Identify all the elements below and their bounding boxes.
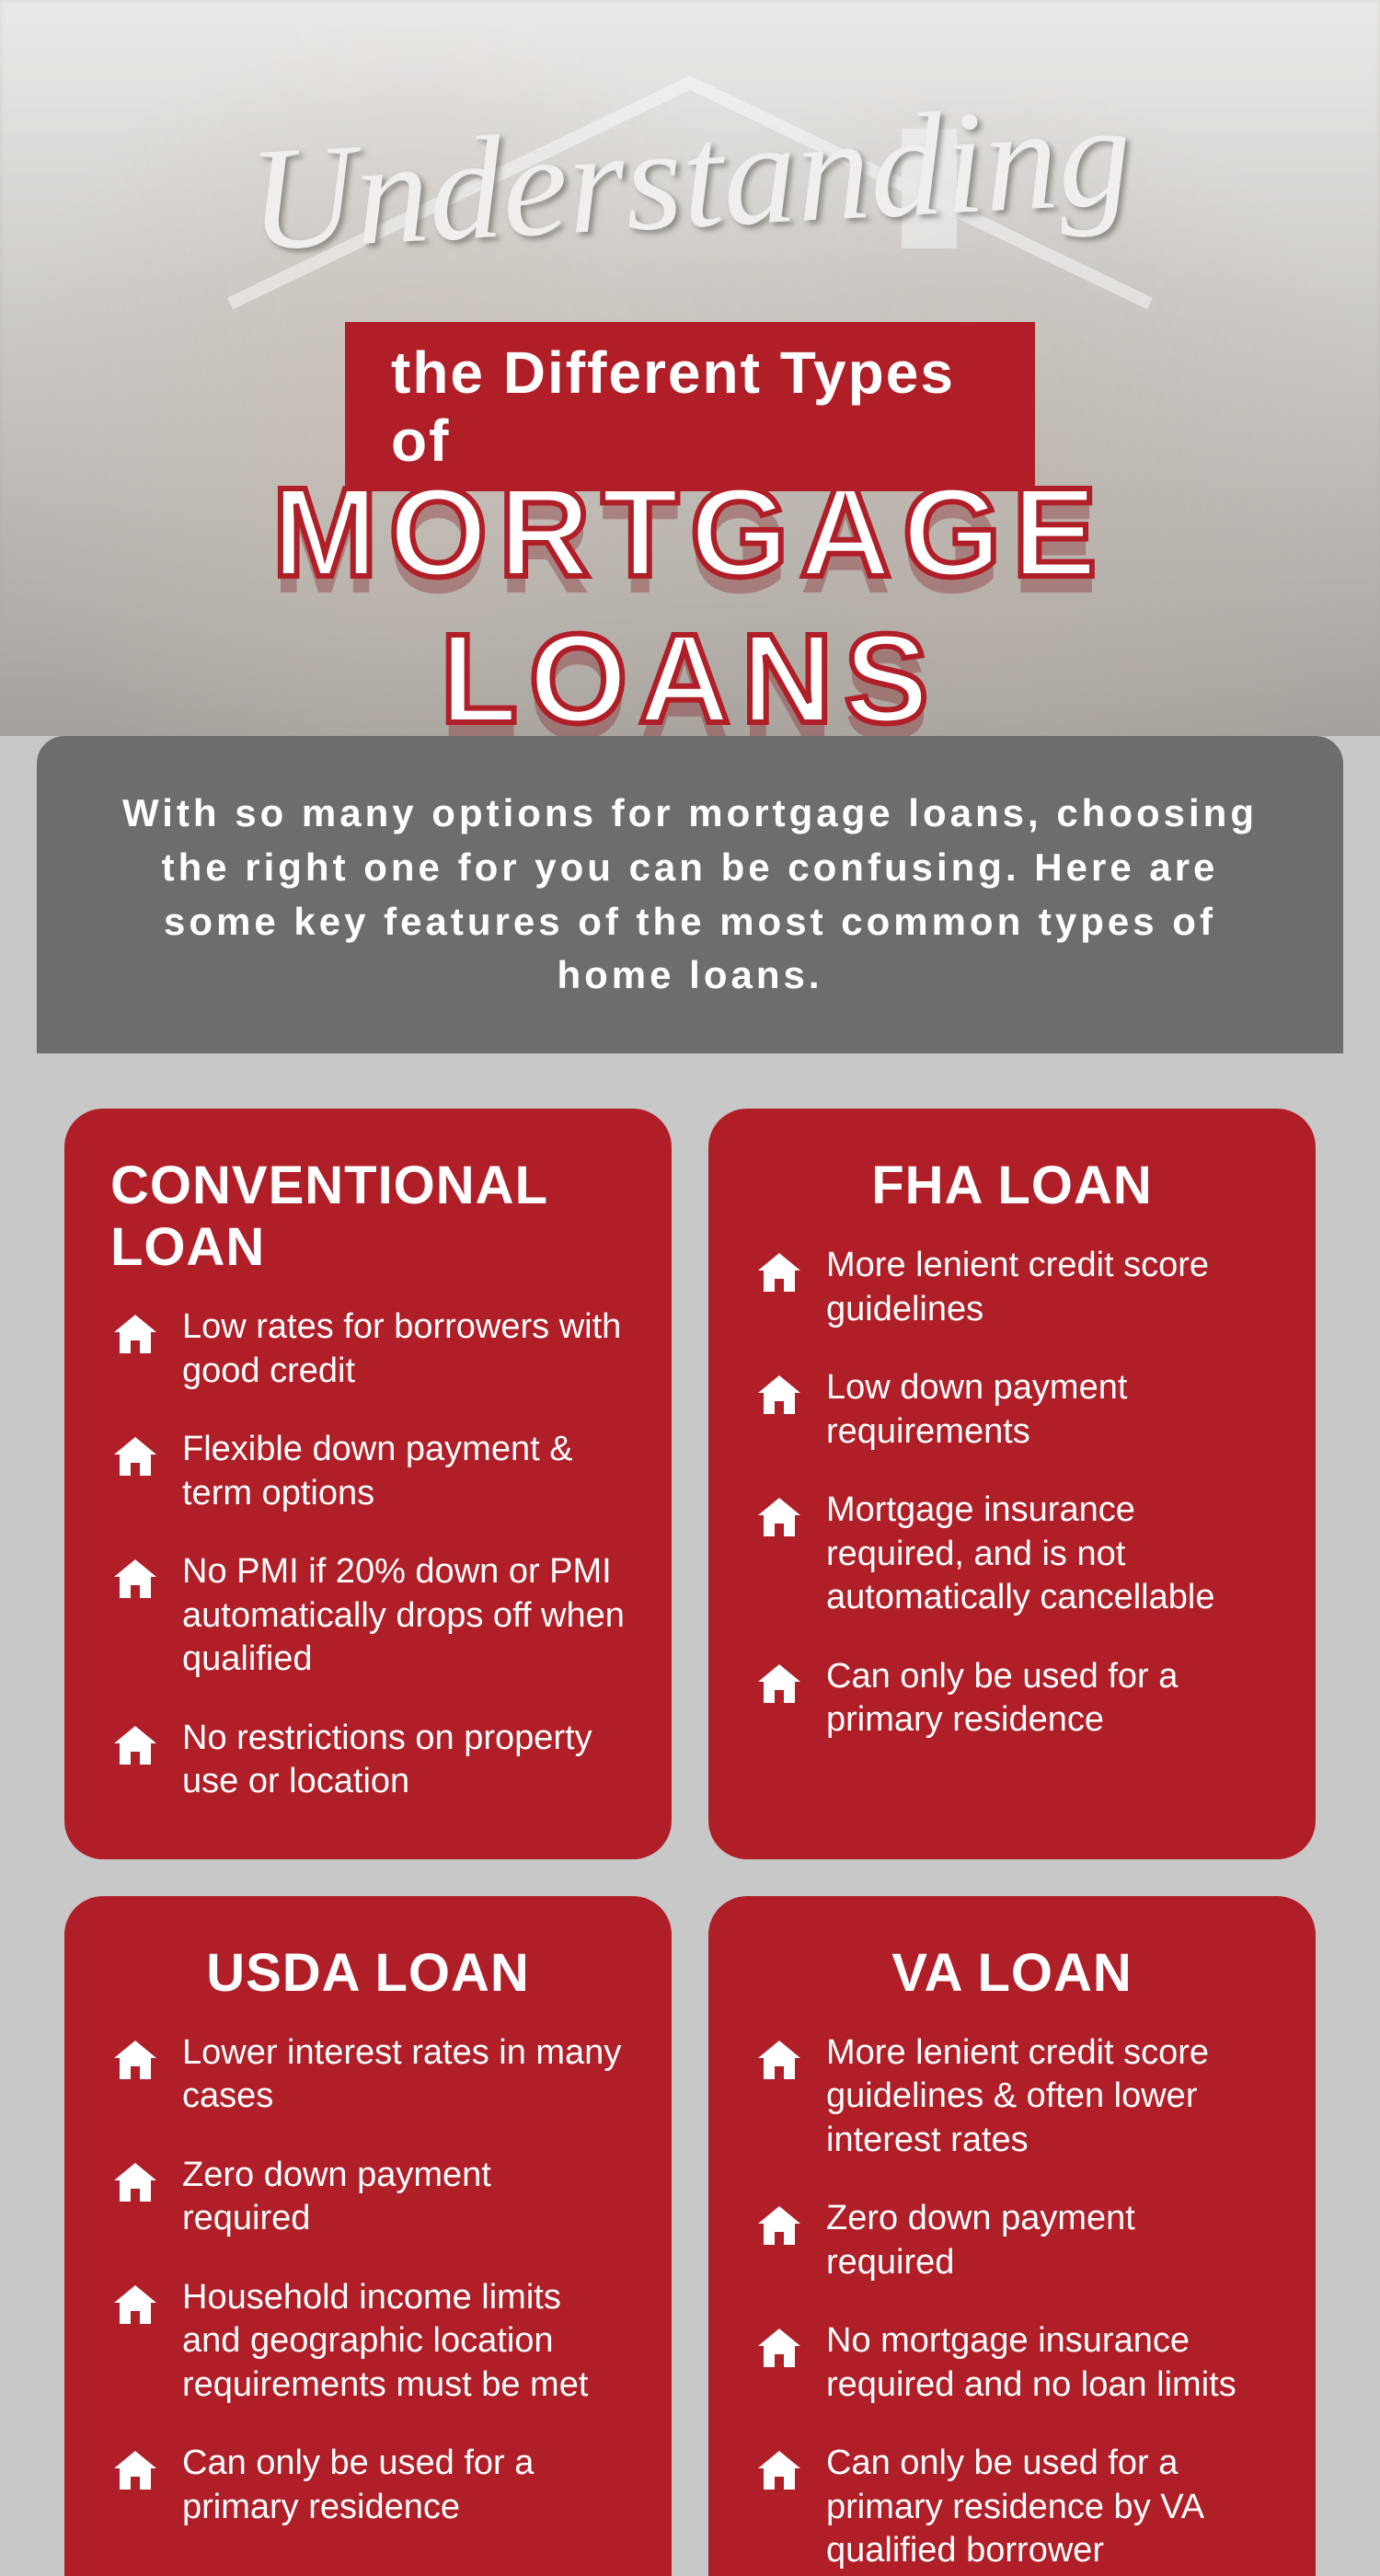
feature-row: Can only be used for a primary residence xyxy=(110,2442,626,2529)
card-title: CONVENTIONAL LOAN xyxy=(110,1155,626,1278)
feature-row: Lower interest rates in many cases xyxy=(110,2031,626,2119)
feature-row: Mortgage insurance required, and is not … xyxy=(754,1489,1270,1620)
house-icon xyxy=(110,2035,160,2085)
feature-row: No restrictions on property use or locat… xyxy=(110,1717,626,1804)
house-icon xyxy=(110,1309,160,1359)
house-icon xyxy=(754,2323,804,2373)
feature-row: More lenient credit score guidelines & o… xyxy=(754,2031,1270,2163)
header-region: Understanding the Different Types of MOR… xyxy=(0,0,1380,736)
loan-card: VA LOAN More lenient credit score guidel… xyxy=(708,1896,1316,2576)
feature-text: Mortgage insurance required, and is not … xyxy=(826,1489,1270,1620)
house-icon xyxy=(754,2201,804,2250)
house-icon xyxy=(110,1720,160,1770)
house-icon xyxy=(754,2035,804,2085)
feature-text: Household income limits and geographic l… xyxy=(182,2276,626,2408)
feature-row: Low rates for borrowers with good credit xyxy=(110,1305,626,1393)
card-title: VA LOAN xyxy=(754,1942,1270,2004)
feature-row: Low down payment requirements xyxy=(754,1366,1270,1454)
feature-text: Can only be used for a primary residence xyxy=(826,1655,1270,1742)
feature-text: No mortgage insurance required and no lo… xyxy=(826,2319,1270,2407)
house-icon xyxy=(110,2445,160,2495)
feature-row: No mortgage insurance required and no lo… xyxy=(754,2319,1270,2407)
feature-text: No PMI if 20% down or PMI automatically … xyxy=(182,1550,626,1682)
loan-card: USDA LOAN Lower interest rates in many c… xyxy=(64,1896,672,2576)
house-icon xyxy=(754,1492,804,1542)
feature-text: Can only be used for a primary residence xyxy=(182,2442,626,2529)
feature-row: Zero down payment required xyxy=(754,2197,1270,2284)
feature-row: Household income limits and geographic l… xyxy=(110,2276,626,2408)
feature-text: Low down payment requirements xyxy=(826,1366,1270,1454)
house-icon xyxy=(110,1432,160,1481)
feature-row: No PMI if 20% down or PMI automatically … xyxy=(110,1550,626,1682)
feature-text: More lenient credit score guidelines xyxy=(826,1244,1270,1331)
card-title: USDA LOAN xyxy=(110,1942,626,2004)
cards-grid: CONVENTIONAL LOAN Low rates for borrower… xyxy=(0,1053,1380,2576)
feature-text: More lenient credit score guidelines & o… xyxy=(826,2031,1270,2163)
card-title: FHA LOAN xyxy=(754,1155,1270,1216)
feature-row: More lenient credit score guidelines xyxy=(754,1244,1270,1331)
loan-card: FHA LOAN More lenient credit score guide… xyxy=(708,1109,1316,1859)
house-icon xyxy=(110,2157,160,2207)
feature-text: No restrictions on property use or locat… xyxy=(182,1717,626,1804)
feature-text: Lower interest rates in many cases xyxy=(182,2031,626,2119)
feature-row: Can only be used for a primary residence… xyxy=(754,2442,1270,2573)
feature-row: Can only be used for a primary residence xyxy=(754,1655,1270,1742)
feature-text: Zero down payment required xyxy=(182,2154,626,2241)
infographic-page: Understanding the Different Types of MOR… xyxy=(0,0,1380,2576)
house-icon xyxy=(110,1554,160,1604)
title-main: MORTGAGE LOANS xyxy=(0,460,1380,736)
feature-text: Zero down payment required xyxy=(826,2197,1270,2284)
feature-row: Zero down payment required xyxy=(110,2154,626,2241)
feature-text: Can only be used for a primary residence… xyxy=(826,2442,1270,2573)
house-icon xyxy=(754,2445,804,2495)
feature-text: Flexible down payment & term options xyxy=(182,1428,626,1515)
house-icon xyxy=(754,1248,804,1297)
house-icon xyxy=(110,2280,160,2329)
house-icon xyxy=(754,1659,804,1708)
feature-text: Low rates for borrowers with good credit xyxy=(182,1305,626,1393)
intro-band: With so many options for mortgage loans,… xyxy=(37,736,1343,1053)
title-band-text: the Different Types of xyxy=(391,339,989,475)
feature-row: Flexible down payment & term options xyxy=(110,1428,626,1515)
loan-card: CONVENTIONAL LOAN Low rates for borrower… xyxy=(64,1109,672,1859)
house-icon xyxy=(754,1370,804,1420)
